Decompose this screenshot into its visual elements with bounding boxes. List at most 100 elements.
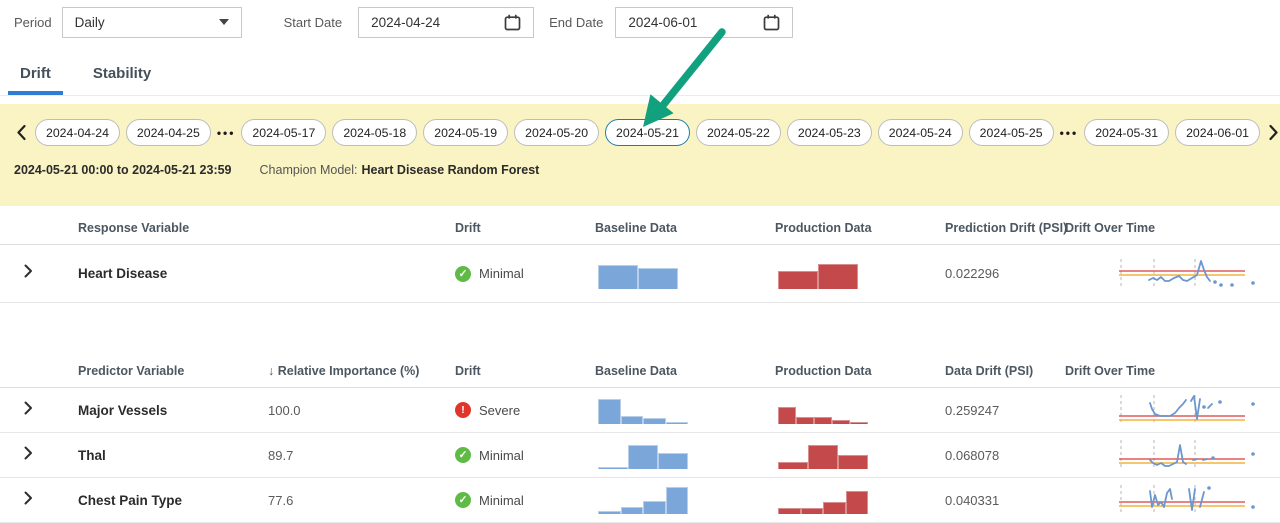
- scroll-right-icon[interactable]: [1266, 124, 1280, 141]
- header-response-variable: Response Variable: [78, 221, 190, 235]
- date-pill[interactable]: 2024-05-20: [514, 119, 600, 146]
- expand-row-icon[interactable]: [24, 264, 33, 278]
- date-strip-ellipsis: •••: [1059, 125, 1079, 140]
- end-date-label: End Date: [549, 14, 604, 30]
- end-date-input[interactable]: 2024-06-01: [615, 6, 794, 38]
- header-drift: Drift: [455, 221, 481, 235]
- date-pill[interactable]: 2024-05-31: [1084, 119, 1170, 146]
- period-value: Daily: [74, 14, 105, 30]
- variable-name: Thal: [78, 447, 106, 463]
- drift-status-icon: [455, 265, 471, 282]
- relative-importance-value: 77.6: [268, 492, 294, 508]
- date-selection-band: 2024-04-24 2024-04-25 ••• 2024-05-17 2024-05…: [0, 104, 1280, 206]
- response-variable-table: Response Variable Drift Baseline Data Pr…: [0, 212, 1280, 303]
- expand-row-icon[interactable]: [24, 491, 33, 505]
- date-strip-ellipsis: •••: [216, 125, 236, 140]
- variable-name: Major Vessels: [78, 402, 168, 418]
- period-select[interactable]: Daily: [61, 6, 242, 38]
- date-pill[interactable]: 2024-05-19: [423, 119, 509, 146]
- tab-stability[interactable]: Stability: [92, 65, 152, 82]
- date-pill[interactable]: 2024-05-24: [877, 119, 963, 146]
- header-relative-importance-label: Relative Importance (%): [277, 364, 420, 378]
- drift-status-label: Minimal: [479, 447, 524, 463]
- baseline-histogram: [598, 259, 678, 289]
- filter-bar: Period Daily Start Date 2024-04-24 End D…: [0, 0, 1280, 44]
- header-baseline-data: Baseline Data: [595, 221, 677, 235]
- drift-cell: Minimal: [441, 492, 581, 508]
- header-drift-over-time: Drift Over Time: [1065, 221, 1156, 235]
- table-row: Major Vessels 100.0 Severe 0.259247: [0, 388, 1280, 433]
- header-drift: Drift: [455, 364, 481, 378]
- baseline-histogram: [598, 396, 688, 424]
- drift-status-label: Severe: [479, 402, 521, 418]
- drift-status-icon: [455, 447, 471, 463]
- drift-over-time-sparkline: [1119, 440, 1255, 470]
- baseline-histogram: [598, 441, 688, 469]
- tab-drift[interactable]: Drift: [8, 53, 63, 95]
- predictor-table-body: Major Vessels 100.0 Severe 0.259247 Thal…: [0, 388, 1280, 523]
- header-data-drift-psi: Data Drift (PSI): [945, 364, 1034, 378]
- production-histogram: [778, 486, 868, 514]
- date-pill[interactable]: 2024-05-22: [695, 119, 781, 146]
- psi-value: 0.022296: [945, 266, 1000, 281]
- drift-over-time-sparkline: [1119, 395, 1255, 425]
- expand-row-icon[interactable]: [24, 446, 33, 460]
- date-pill-selected[interactable]: 2024-05-21: [605, 119, 690, 146]
- drift-status-icon: [455, 492, 471, 508]
- start-date-label: Start Date: [283, 14, 343, 30]
- date-pill[interactable]: 2024-06-01: [1175, 119, 1260, 146]
- drift-cell: Minimal: [441, 447, 581, 463]
- start-date-value: 2024-04-24: [371, 14, 441, 30]
- relative-importance-value: 89.7: [268, 447, 294, 463]
- psi-value: 0.040331: [945, 492, 1000, 508]
- tab-bar: Drift Stability: [0, 44, 1280, 96]
- header-predictor-variable: Predictor Variable: [78, 364, 185, 378]
- drift-cell: Minimal: [441, 265, 581, 282]
- start-date-input[interactable]: 2024-04-24: [358, 6, 535, 38]
- calendar-icon[interactable]: [504, 14, 521, 31]
- production-histogram: [778, 441, 868, 469]
- selected-range-text: 2024-05-21 00:00 to 2024-05-21 23:59: [14, 163, 232, 177]
- table-row: Chest Pain Type 77.6 Minimal 0.040331: [0, 478, 1280, 523]
- baseline-histogram: [598, 486, 688, 514]
- end-date-value: 2024-06-01: [628, 14, 698, 30]
- relative-importance-value: 100.0: [268, 402, 301, 418]
- champion-model-name: Heart Disease Random Forest: [361, 163, 540, 177]
- period-label: Period: [14, 14, 52, 30]
- header-drift-over-time: Drift Over Time: [1065, 364, 1156, 378]
- date-strip: 2024-04-24 2024-04-25 ••• 2024-05-17 2024-05…: [14, 119, 1278, 146]
- production-histogram: [778, 396, 868, 424]
- response-table-header: Response Variable Drift Baseline Data Pr…: [0, 212, 1280, 245]
- expand-row-icon[interactable]: [24, 401, 33, 415]
- date-pill[interactable]: 2024-05-25: [968, 119, 1054, 146]
- table-row: Heart Disease Minimal 0.022296: [0, 245, 1280, 303]
- scroll-left-icon[interactable]: [14, 124, 29, 141]
- header-production-data: Production Data: [775, 364, 872, 378]
- header-baseline-data: Baseline Data: [595, 364, 677, 378]
- psi-value: 0.068078: [945, 447, 1000, 463]
- header-prediction-drift-psi: Prediction Drift (PSI): [945, 221, 1068, 235]
- champion-model-label: Champion Model:: [259, 163, 358, 177]
- sort-descending-icon: ↓: [268, 364, 275, 378]
- date-pill[interactable]: 2024-05-17: [241, 119, 327, 146]
- date-pill[interactable]: 2024-05-18: [332, 119, 418, 146]
- predictor-variable-table: Predictor Variable ↓ Relative Importance…: [0, 355, 1280, 523]
- date-pill[interactable]: 2024-05-23: [786, 119, 872, 146]
- drift-over-time-sparkline: [1119, 485, 1255, 515]
- header-relative-importance[interactable]: ↓ Relative Importance (%): [254, 364, 441, 378]
- dropdown-caret-icon: [218, 19, 229, 25]
- selection-info-row: 2024-05-21 00:00 to 2024-05-21 23:59 Cha…: [14, 163, 1270, 177]
- date-strip-items: 2024-04-24 2024-04-25 ••• 2024-05-17 2024-05…: [35, 119, 1260, 146]
- drift-over-time-sparkline: [1119, 258, 1255, 289]
- header-production-data: Production Data: [775, 221, 872, 235]
- champion-model: Champion Model: Heart Disease Random Fore…: [260, 163, 540, 177]
- date-pill[interactable]: 2024-04-24: [35, 119, 120, 146]
- production-histogram: [778, 259, 858, 289]
- variable-name: Chest Pain Type: [78, 492, 183, 508]
- drift-cell: Severe: [441, 402, 581, 418]
- date-pill[interactable]: 2024-04-25: [125, 119, 211, 146]
- variable-name: Heart Disease: [78, 266, 168, 281]
- drift-status-icon: [455, 402, 471, 418]
- calendar-icon[interactable]: [763, 14, 780, 31]
- predictor-table-header: Predictor Variable ↓ Relative Importance…: [0, 355, 1280, 388]
